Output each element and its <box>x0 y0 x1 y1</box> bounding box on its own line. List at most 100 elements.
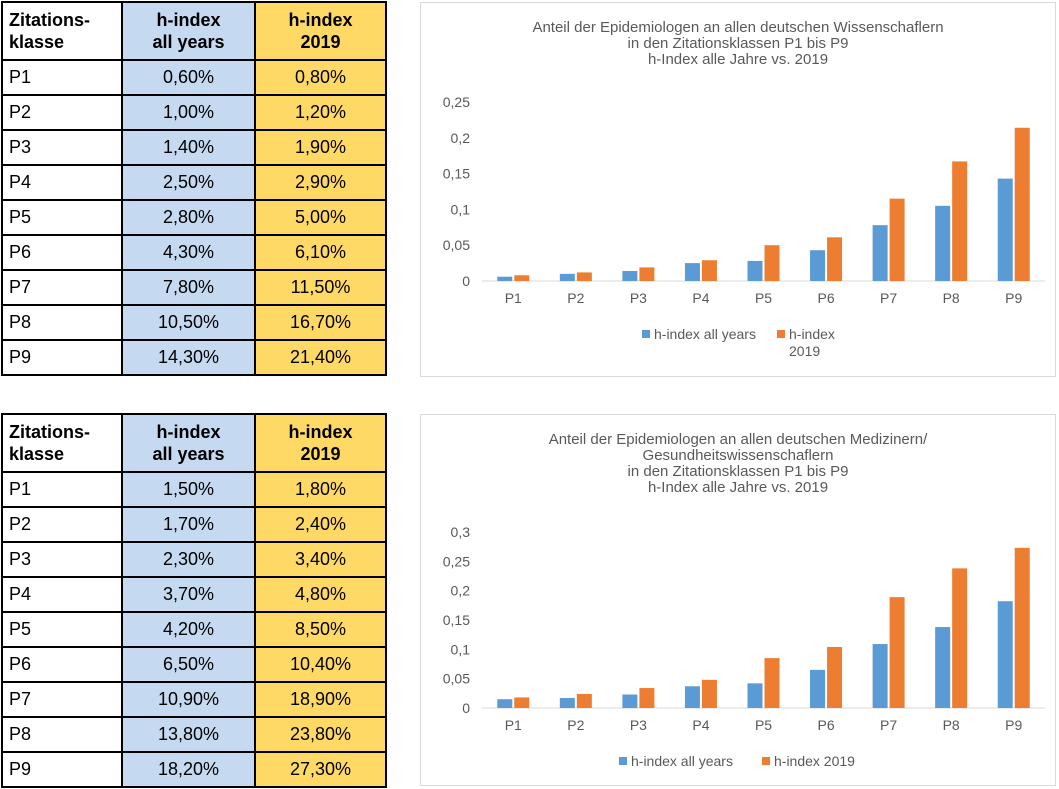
x-tick-label: P1 <box>505 717 522 733</box>
chart-title-line: Anteil der Epidemiologen an allen deutsc… <box>548 431 928 448</box>
x-tick-label: P6 <box>817 290 834 306</box>
bar-2019 <box>639 267 655 281</box>
legend-label-line: h-index <box>789 326 835 342</box>
chart-panel-scientists: Anteil der Epidemiologen an allen deutsc… <box>420 2 1056 377</box>
bar-all-years <box>622 694 638 708</box>
cell-2019: 18,90% <box>254 681 387 718</box>
table-row: P2 1,70% 2,40% <box>1 506 387 543</box>
cell-2019: 2,90% <box>254 164 387 201</box>
header-line: h-index <box>288 10 353 30</box>
y-tick-label: 0,25 <box>443 94 470 110</box>
cell-all-years: 10,50% <box>121 304 256 341</box>
bar-all-years <box>622 270 638 281</box>
table-row: P2 1,00% 1,20% <box>1 94 387 131</box>
x-tick-label: P3 <box>630 717 647 733</box>
header-h-index-2019: h-index 2019 <box>254 1 387 61</box>
table-header-row: Zitations-klasse h-index all years h-inde… <box>1 1 387 61</box>
bar-2019 <box>1014 127 1030 281</box>
cell-all-years: 2,80% <box>121 199 256 236</box>
y-tick-label: 0,05 <box>443 237 470 253</box>
cell-2019: 0,80% <box>254 59 387 96</box>
x-tick-label: P8 <box>943 717 960 733</box>
x-tick-label: P5 <box>755 290 772 306</box>
bar-2019 <box>952 568 968 708</box>
bar-2019 <box>514 697 530 708</box>
cell-klasse: P5 <box>1 199 123 236</box>
legend-swatch-all-years <box>619 757 627 765</box>
bar-chart: 0 0,05 0,1 0,15 0,2 0,25 P1 P2 P3 P4 P5 P6 P7 P8 P9 <box>443 94 1045 306</box>
cell-all-years: 7,80% <box>121 269 256 306</box>
y-tick-label: 0 <box>462 273 470 289</box>
chart-title: Anteil der Epidemiologen an allen deutsc… <box>421 432 1055 496</box>
header-line: h-index <box>156 10 221 30</box>
y-tick-label: 0,05 <box>443 671 470 687</box>
y-tick-label: 0,3 <box>451 524 471 540</box>
bar-2019 <box>764 245 780 281</box>
bar-all-years <box>935 627 951 708</box>
header-line: all years <box>152 32 225 52</box>
cell-klasse: P9 <box>1 339 123 376</box>
header-line: all years <box>152 444 225 464</box>
bar-all-years <box>935 205 951 281</box>
bar-2019 <box>827 237 843 281</box>
chart-title-line: h-Index alle Jahre vs. 2019 <box>647 479 829 496</box>
table-row: P6 6,50% 10,40% <box>1 646 387 683</box>
header-line: klasse <box>9 444 65 464</box>
legend-swatch-all-years <box>642 330 650 338</box>
x-tick-label: P8 <box>943 290 960 306</box>
bar-2019 <box>764 658 780 708</box>
bar-all-years <box>997 178 1013 281</box>
cell-all-years: 14,30% <box>121 339 256 376</box>
legend-swatch-2019 <box>777 330 785 338</box>
x-tick-label: P9 <box>1005 290 1022 306</box>
cell-all-years: 2,30% <box>121 541 256 578</box>
header-line: Zitations- <box>9 422 90 442</box>
table-row: P7 10,90% 18,90% <box>1 681 387 718</box>
bar-all-years <box>684 263 700 281</box>
cell-2019: 16,70% <box>254 304 387 341</box>
cell-klasse: P1 <box>1 471 123 508</box>
cell-klasse: P9 <box>1 751 123 788</box>
y-tick-label: 0,1 <box>451 641 471 657</box>
bar-2019 <box>1014 547 1030 708</box>
header-line: h-index <box>156 422 221 442</box>
cell-klasse: P3 <box>1 129 123 166</box>
cell-all-years: 1,00% <box>121 94 256 131</box>
table-row: P4 2,50% 2,90% <box>1 164 387 201</box>
table-header-row: Zitations-klasse h-index all years h-inde… <box>1 413 387 473</box>
cell-2019: 4,80% <box>254 576 387 613</box>
chart-title-line: h-Index alle Jahre vs. 2019 <box>647 51 829 68</box>
y-tick-label: 0,15 <box>443 612 470 628</box>
bar-all-years <box>497 276 513 281</box>
bar-2019 <box>701 260 717 281</box>
cell-klasse: P4 <box>1 576 123 613</box>
bar-all-years <box>810 250 826 281</box>
cell-2019: 5,00% <box>254 199 387 236</box>
cell-all-years: 0,60% <box>121 59 256 96</box>
bar-all-years <box>872 225 888 281</box>
table-row: P4 3,70% 4,80% <box>1 576 387 613</box>
cell-klasse: P6 <box>1 646 123 683</box>
cell-all-years: 1,50% <box>121 471 256 508</box>
x-tick-label: P2 <box>567 290 584 306</box>
cell-all-years: 13,80% <box>121 716 256 753</box>
chart-title-line: Anteil der Epidemiologen an allen deutsc… <box>532 19 944 36</box>
cell-all-years: 3,70% <box>121 576 256 613</box>
table-row: P8 13,80% 23,80% <box>1 716 387 753</box>
legend-label: h-index all years <box>654 326 756 342</box>
table-row: P5 2,80% 5,00% <box>1 199 387 236</box>
cell-all-years: 4,30% <box>121 234 256 271</box>
legend-label: h-index all years <box>631 753 733 769</box>
chart-title-line: Gesundheitswissenschaflern <box>642 447 834 464</box>
table-row: P9 18,20% 27,30% <box>1 751 387 788</box>
cell-2019: 23,80% <box>254 716 387 753</box>
x-tick-label: P5 <box>755 717 772 733</box>
cell-2019: 11,50% <box>254 269 387 306</box>
table-row: P6 4,30% 6,10% <box>1 234 387 271</box>
bar-2019 <box>514 275 530 281</box>
x-tick-label: P9 <box>1005 717 1022 733</box>
cell-klasse: P6 <box>1 234 123 271</box>
legend-label: h-index 2019 <box>774 753 855 769</box>
header-zitationsklasse: Zitations-klasse <box>1 413 123 473</box>
bar-all-years <box>747 260 763 281</box>
